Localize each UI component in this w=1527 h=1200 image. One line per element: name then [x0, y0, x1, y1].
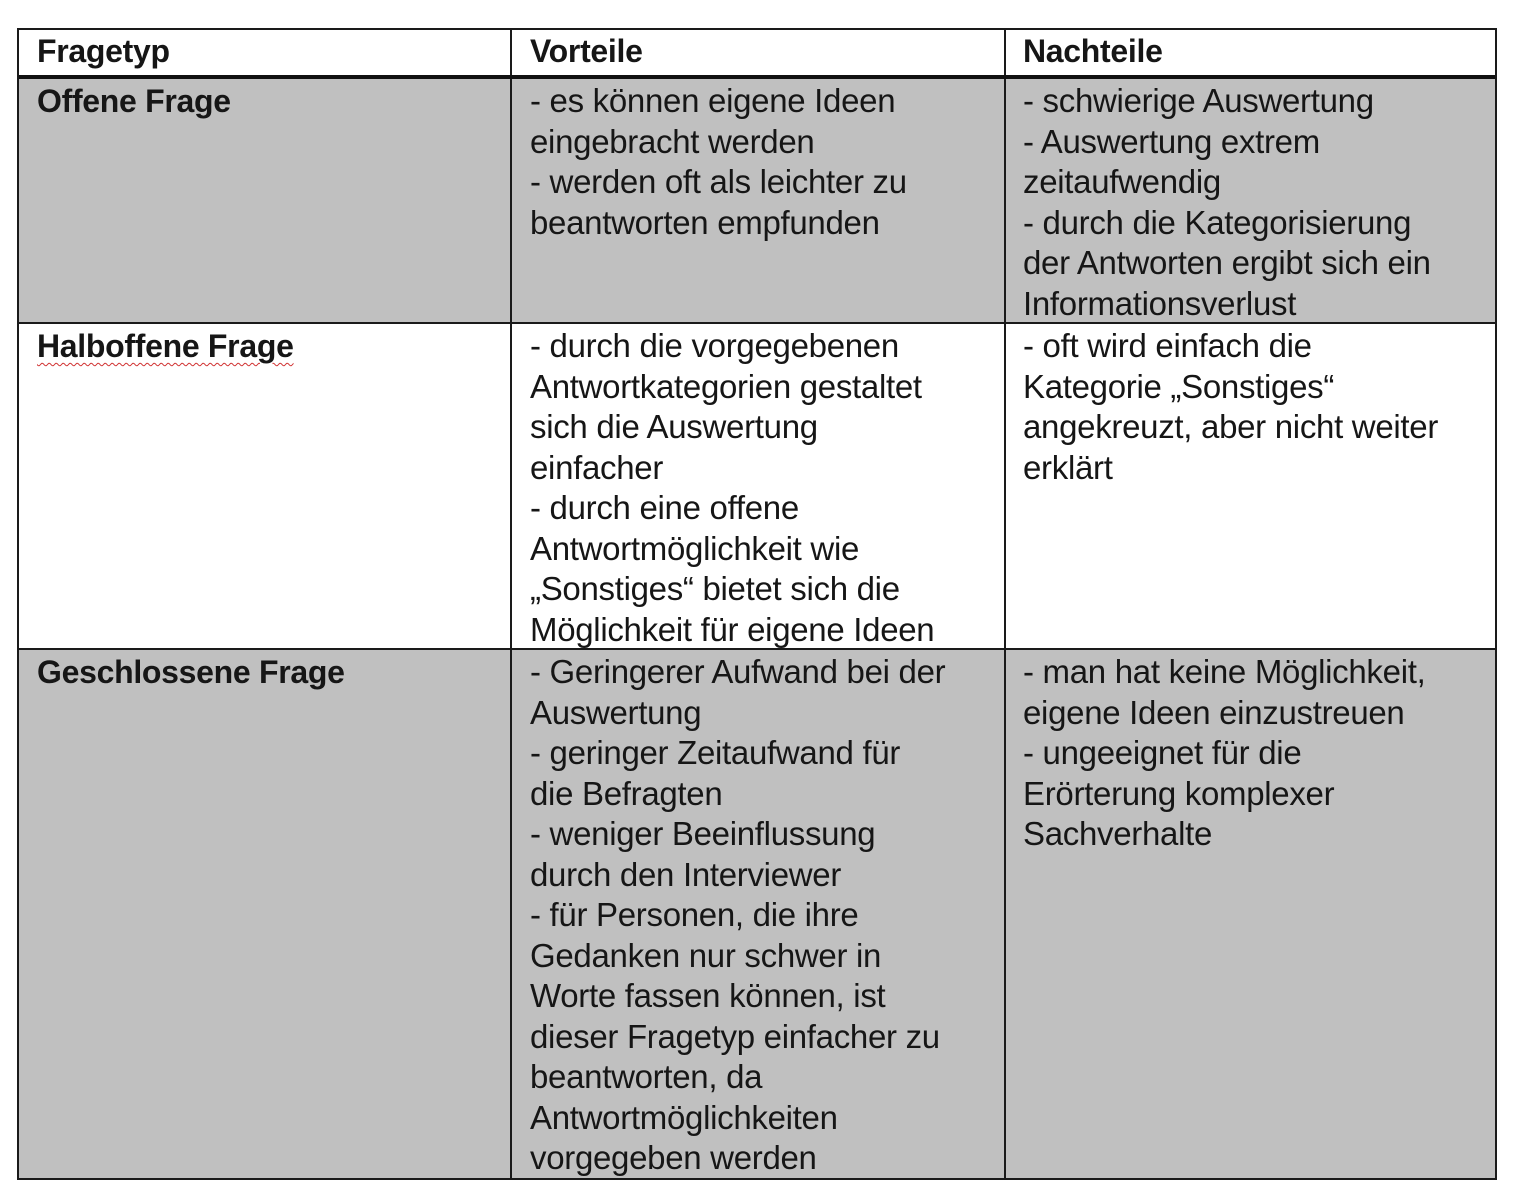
text-line: sich die Auswertung: [530, 408, 818, 445]
text-line: eigene Ideen einzustreuen: [1023, 693, 1405, 731]
text-line: Kategorie „Sonstiges“: [1023, 367, 1335, 405]
text-line: die Befragten: [530, 774, 723, 812]
table-row: Offene Frage - es können eigene Ideen eing…: [19, 79, 1495, 322]
text-line: - durch die vorgegebenen: [530, 327, 899, 364]
disadvantages-cell: - oft wird einfach die Kategorie „Sonstig…: [1004, 324, 1495, 648]
question-type-cell: Halboffene Frage: [19, 324, 510, 648]
text-line: zeitaufwendig: [1023, 163, 1221, 200]
text-line: durch den Interviewer: [530, 855, 842, 893]
text-line: „Sonstiges“ bietet sich die: [530, 570, 900, 607]
text-line: eingebracht werden: [530, 122, 815, 160]
text-line: - durch eine offene: [530, 489, 799, 526]
text-line: Informationsverlust: [1023, 284, 1297, 322]
question-type-label: Geschlossene Frage: [37, 654, 345, 690]
disadvantages-cell: - man hat keine Möglichkeit, eigene Ideen…: [1004, 650, 1495, 1178]
text-line: Gedanken nur schwer in: [530, 936, 882, 974]
question-type-label: Offene Frage: [37, 83, 231, 119]
text-line: dieser Fragetyp einfacher zu: [530, 1017, 940, 1055]
text-line: - werden oft als leichter zu: [530, 163, 907, 200]
text-line: - Auswertung extrem: [1023, 122, 1320, 160]
text-line: Worte fassen können, ist: [530, 977, 886, 1014]
text-line: der Antworten ergibt sich ein: [1023, 244, 1431, 281]
advantages-cell: - es können eigene Ideen eingebracht werd…: [510, 79, 1004, 322]
text-line: - es können eigene Ideen: [530, 82, 896, 119]
text-line: - oft wird einfach die: [1023, 327, 1312, 364]
text-line: Antwortmöglichkeiten: [530, 1098, 838, 1136]
text-line: Antwortkategorien gestaltet: [530, 367, 922, 405]
text-line: Antwortmöglichkeit wie: [530, 529, 860, 567]
text-line: angekreuzt, aber nicht weiter: [1023, 408, 1439, 445]
disadvantages-cell: - schwierige Auswertung - Auswertung extr…: [1004, 79, 1495, 322]
header-fragetyp: Fragetyp: [37, 33, 170, 69]
text-line: beantworten, da: [530, 1058, 763, 1095]
text-line: - für Personen, die ihre: [530, 896, 859, 933]
text-line: Möglichkeit für eigene Ideen: [530, 610, 935, 648]
text-line: - man hat keine Möglichkeit,: [1023, 653, 1426, 690]
question-type-cell: Geschlossene Frage: [19, 650, 510, 1178]
advantages-cell: - Geringerer Aufwand bei der Auswertung - …: [510, 650, 1004, 1178]
text-line: - Geringerer Aufwand bei der: [530, 653, 946, 690]
question-type-cell: Offene Frage: [19, 79, 510, 322]
header-nachteile: Nachteile: [1004, 30, 1495, 75]
text-line: - ungeeignet für die: [1023, 734, 1302, 771]
table-row: Halboffene Frage - durch die vorgegebenen…: [19, 322, 1495, 648]
text-line: beantworten empfunden: [530, 203, 880, 241]
text-line: - geringer Zeitaufwand für: [530, 734, 901, 771]
header-vorteile: Vorteile: [510, 30, 1004, 75]
text-line: - durch die Kategorisierung: [1023, 203, 1412, 241]
text-line: einfacher: [530, 448, 664, 486]
text-line: - weniger Beeinflussung: [530, 815, 876, 852]
text-line: Auswertung: [530, 693, 702, 731]
text-line: erklärt: [1023, 448, 1113, 486]
advantages-cell: - durch die vorgegebenen Antwortkategorie…: [510, 324, 1004, 648]
table-row: Geschlossene Frage - Geringerer Aufwand b…: [19, 648, 1495, 1178]
text-line: - schwierige Auswertung: [1023, 82, 1374, 119]
text-line: Sachverhalte: [1023, 815, 1213, 852]
question-type-label: Halboffene Frage: [37, 328, 294, 364]
comparison-table: Fragetyp Vorteile Nachteile Offene Frage…: [17, 28, 1497, 1180]
text-line: vorgegeben werden: [530, 1139, 817, 1176]
text-line: Erörterung komplexer: [1023, 774, 1335, 812]
table-header-row: Fragetyp Vorteile Nachteile: [19, 30, 1495, 79]
